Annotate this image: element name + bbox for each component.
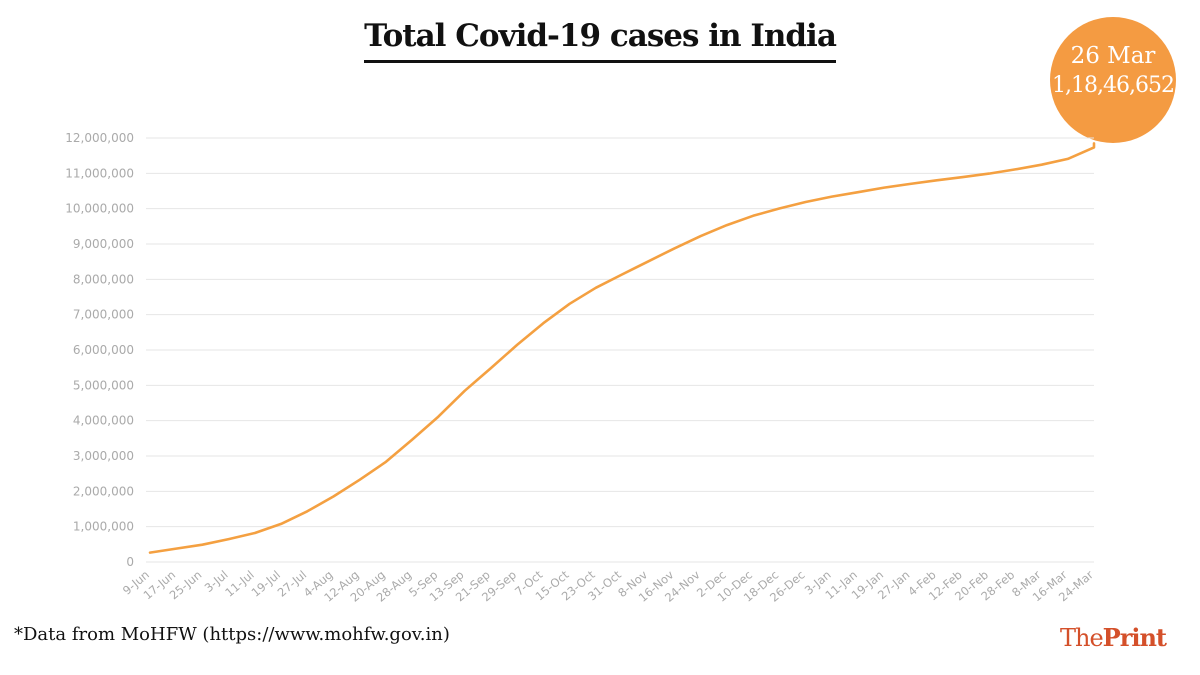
y-tick-label: 2,000,000 [73, 484, 134, 498]
y-tick-label: 6,000,000 [73, 343, 134, 357]
chart-title: Total Covid-19 cases in India [364, 18, 837, 63]
callout-value: 1,18,46,652 [1052, 73, 1175, 98]
y-tick-label: 9,000,000 [73, 237, 134, 251]
series-line [148, 142, 1096, 554]
brand-logo-part2: Print [1102, 623, 1167, 652]
y-tick-label: 8,000,000 [73, 272, 134, 286]
x-tick-label: 19-Jul [249, 568, 284, 600]
y-tick-label: 12,000,000 [65, 131, 134, 145]
callout-date: 26 Mar [1070, 43, 1156, 69]
y-tick-label: 7,000,000 [73, 308, 134, 322]
x-tick-label: 27-Jul [275, 568, 310, 600]
y-tick-label: 5,000,000 [73, 378, 134, 392]
brand-logo-part1: The [1060, 624, 1104, 652]
y-tick-label: 1,000,000 [73, 520, 134, 534]
y-tick-label: 11,000,000 [65, 166, 134, 180]
line-chart: 0 1,000,000 2,000,000 3,000,000 4,000,000 5,0… [65, 131, 1096, 605]
y-tick-label: 10,000,000 [65, 202, 134, 216]
data-source-note: *Data from MoHFW (https://www.mohfw.gov.… [14, 624, 450, 645]
y-tick-label: 0 [126, 555, 134, 569]
latest-value-callout: 26 Mar 1,18,46,652 [1050, 17, 1176, 143]
y-tick-label: 3,000,000 [73, 449, 134, 463]
brand-logo: ThePrint [1060, 623, 1167, 652]
y-tick-label: 4,000,000 [73, 414, 134, 428]
title-wrap: Total Covid-19 cases in India [0, 18, 1200, 63]
x-tick-label: 11-Jul [222, 568, 257, 600]
